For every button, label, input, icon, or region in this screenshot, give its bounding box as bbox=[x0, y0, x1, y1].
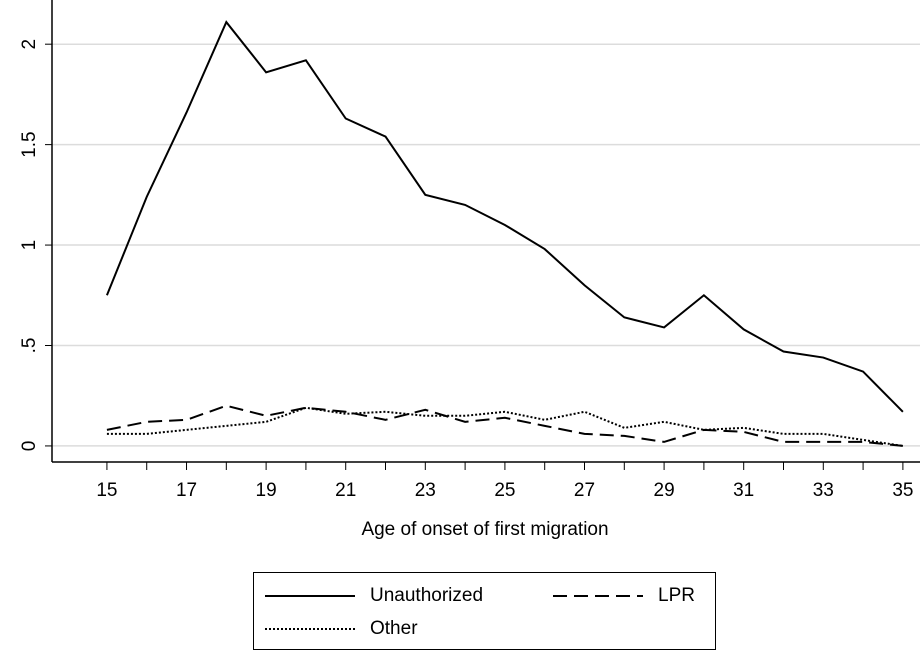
series-line bbox=[105, 20, 904, 413]
series-line bbox=[106, 404, 903, 447]
x-tick-label: 23 bbox=[415, 480, 436, 501]
series-line bbox=[106, 406, 904, 447]
y-tick-label: 1.5 bbox=[19, 131, 40, 157]
y-tick-label: 2 bbox=[19, 39, 40, 50]
y-tick-label: 1 bbox=[19, 240, 40, 251]
y-tick-label: 0 bbox=[19, 441, 40, 452]
x-tick-label: 29 bbox=[654, 480, 675, 501]
x-axis-label: Age of onset of first migration bbox=[361, 519, 608, 540]
x-tick-label: 15 bbox=[96, 480, 117, 501]
x-tick-label: 19 bbox=[256, 480, 277, 501]
x-tick-label: 27 bbox=[574, 480, 595, 501]
x-tick-label: 33 bbox=[813, 480, 834, 501]
legend-label: Unauthorized bbox=[370, 585, 483, 606]
y-tick-label: .5 bbox=[19, 338, 40, 354]
legend-label: Other bbox=[370, 618, 418, 639]
legend-label: LPR bbox=[658, 585, 695, 606]
x-tick-label: 17 bbox=[176, 480, 197, 501]
legend-box bbox=[253, 572, 716, 650]
x-tick-label: 21 bbox=[335, 480, 356, 501]
x-tick-label: 35 bbox=[892, 480, 913, 501]
x-tick-label: 31 bbox=[733, 480, 754, 501]
x-tick-label: 25 bbox=[494, 480, 515, 501]
